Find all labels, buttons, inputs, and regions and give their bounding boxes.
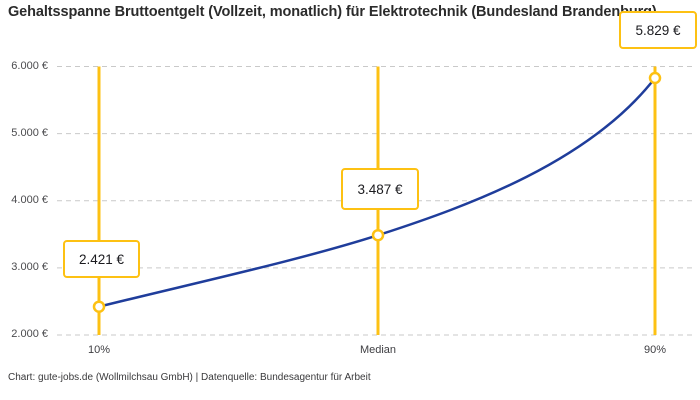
y-axis-tick-label-3000: 3.000 € [11, 261, 48, 273]
x-axis-label-median: Median [359, 344, 397, 356]
y-axis-tick-label-2000: 2.000 € [11, 328, 48, 340]
chart-title: Gehaltsspanne Bruttoentgelt (Vollzeit, m… [8, 4, 657, 20]
data-point-marker-10pct [92, 300, 106, 313]
y-axis-tick-label-5000: 5.000 € [11, 127, 48, 139]
x-axis-label-90pct: 90% [643, 344, 667, 356]
value-label-median: 3.487 € [357, 181, 403, 197]
value-label-box-10pct: 2.421 € [63, 240, 140, 278]
value-label-90pct: 5.829 € [635, 22, 681, 38]
x-axis-label-10pct: 10% [87, 344, 111, 356]
value-label-10pct: 2.421 € [78, 251, 125, 267]
y-axis-tick-label-4000: 4.000 € [11, 194, 48, 206]
value-label-box-90pct: 5.829 € [619, 11, 697, 49]
value-label-box-median: 3.487 € [341, 168, 419, 210]
data-point-marker-90pct [648, 71, 662, 85]
chart-credit: Chart: gute-jobs.de (Wollmilchsau GmbH) … [8, 372, 371, 383]
data-point-marker-median [371, 228, 385, 242]
y-axis-tick-label-6000: 6.000 € [11, 60, 48, 72]
